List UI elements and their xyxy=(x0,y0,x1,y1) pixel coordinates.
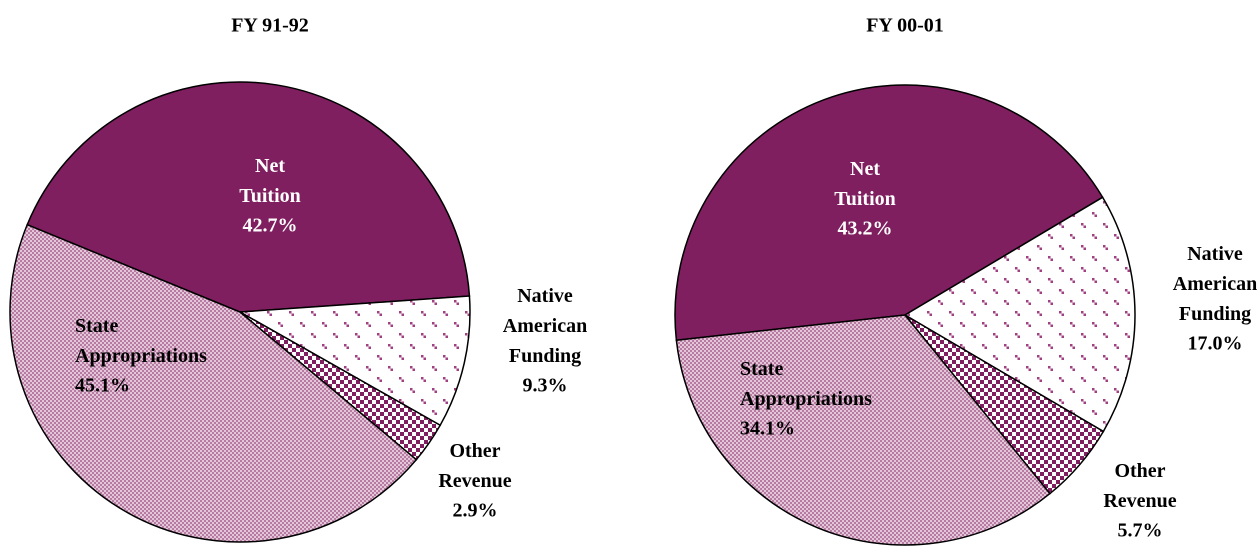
slice-label: State Appropriations xyxy=(75,315,207,367)
pie-slice xyxy=(237,295,471,427)
pie-slice xyxy=(675,314,1051,546)
slice-value-label: 9.3% xyxy=(523,375,568,397)
slice-label: Other Revenue xyxy=(438,440,511,492)
slice-value-label: 2.9% xyxy=(453,500,498,522)
slice-label: Native American Funding xyxy=(503,285,587,367)
slice-label: Other Revenue xyxy=(1103,460,1176,512)
pie-slice xyxy=(26,81,471,313)
chart-title: FY 91-92 xyxy=(231,15,309,37)
slice-label: Native American Funding xyxy=(1173,243,1257,325)
pie-slice xyxy=(9,223,418,543)
pie-slice xyxy=(674,84,1104,342)
pie-slice xyxy=(903,196,1136,433)
slice-value-label: 42.7% xyxy=(243,215,298,237)
slice-value-label: 45.1% xyxy=(75,375,130,397)
slice-value-label: 43.2% xyxy=(838,218,893,240)
slice-label: State Appropriations xyxy=(740,358,872,410)
slice-value-label: 5.7% xyxy=(1118,520,1163,542)
slice-value-label: 17.0% xyxy=(1188,333,1243,355)
slice-label: Net Tuition xyxy=(834,158,896,210)
slice-value-label: 34.1% xyxy=(740,418,795,440)
chart-title: FY 00-01 xyxy=(866,15,944,37)
slice-label: Net Tuition xyxy=(239,155,301,207)
